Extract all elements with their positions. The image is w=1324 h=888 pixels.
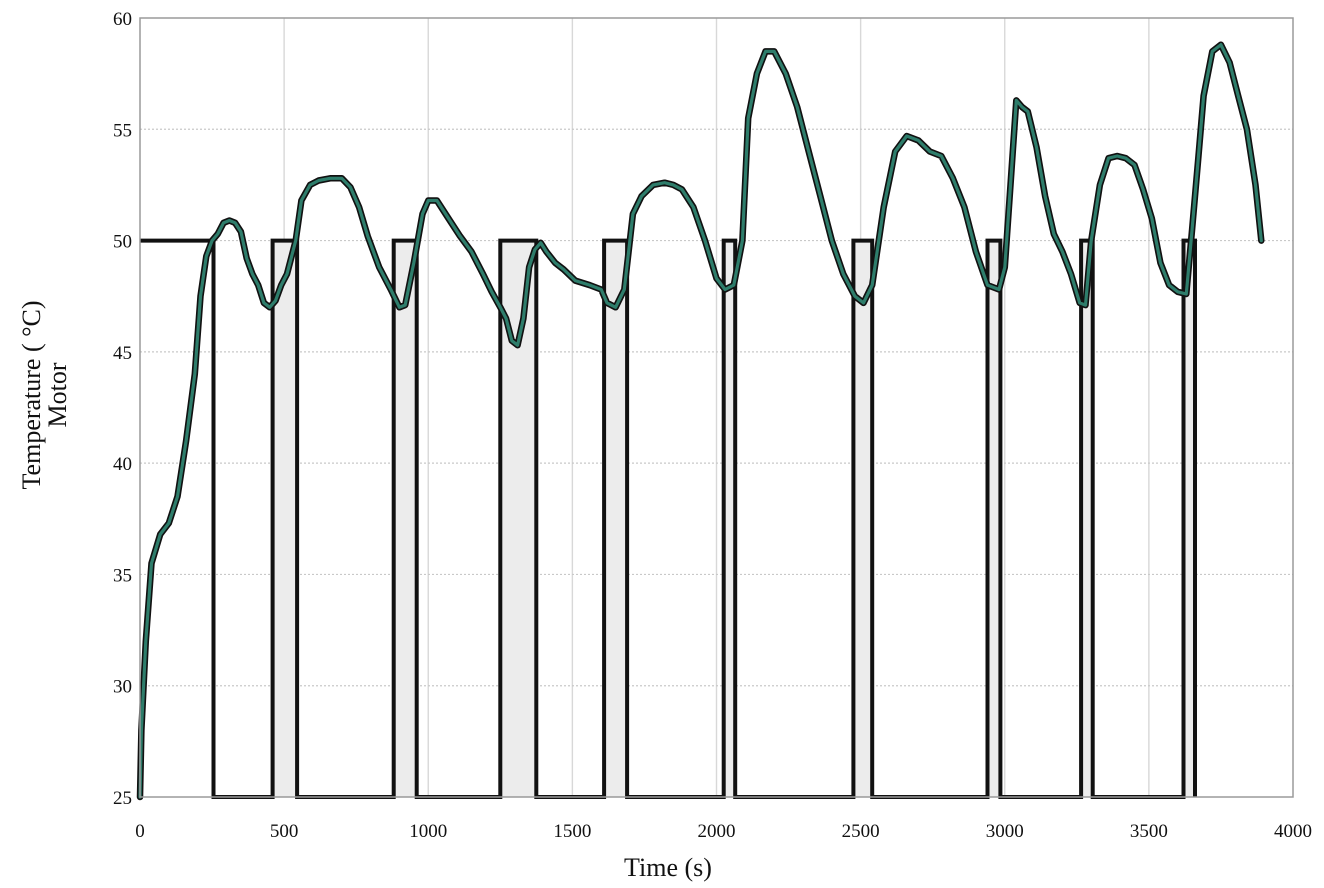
- grid: [140, 18, 1293, 797]
- switch-pulse-fill: [393, 240, 417, 798]
- x-tick-label: 500: [270, 821, 299, 842]
- y-tick-labels: 25 30 35 40 45 50 55 60: [113, 9, 132, 809]
- switch-pulse-fill: [1081, 240, 1093, 798]
- y-tick-label: 60: [113, 9, 132, 30]
- x-tick-label: 1500: [553, 821, 591, 842]
- switch-series-line: [140, 238, 1197, 799]
- y-axis-title-line-1: Temperature ( °C): [17, 300, 46, 489]
- x-tick-label: 4000: [1274, 821, 1312, 842]
- switch-pulse-fill: [1183, 240, 1195, 798]
- switch-pulse-fill: [853, 240, 873, 798]
- y-tick-label: 50: [113, 232, 132, 253]
- y-tick-label: 25: [113, 788, 132, 809]
- switch-pulse-fill: [272, 240, 298, 798]
- y-tick-label: 40: [113, 454, 132, 475]
- x-tick-label: 3500: [1130, 821, 1168, 842]
- x-tick-labels: 0 500 1000 1500 2000 2500 3000 3500 4000: [135, 821, 1312, 842]
- y-tick-label: 45: [113, 343, 132, 364]
- y-tick-label: 55: [113, 120, 132, 141]
- temperature-series-line: [138, 43, 1263, 799]
- x-tick-label: 0: [135, 821, 145, 842]
- x-axis-title: Time (s): [624, 853, 712, 882]
- y-tick-label: 30: [113, 677, 132, 698]
- x-tick-label: 1000: [409, 821, 447, 842]
- temperature-curve: [136, 41, 1265, 801]
- switch-pulse-fill: [723, 240, 736, 798]
- axes: [139, 17, 1294, 798]
- switch-pulse-fill: [987, 240, 1001, 798]
- y-axis-title-line-2: Motor: [43, 362, 72, 427]
- x-tick-label: 2000: [698, 821, 736, 842]
- x-tick-label: 2500: [842, 821, 880, 842]
- switching-pulses: [140, 238, 1197, 799]
- plot-frame: [139, 17, 1294, 798]
- y-tick-label: 35: [113, 565, 132, 586]
- y-axis-title: Temperature ( °C) Motor: [17, 300, 72, 489]
- switch-pulse-fill: [604, 240, 628, 798]
- x-tick-label: 3000: [986, 821, 1024, 842]
